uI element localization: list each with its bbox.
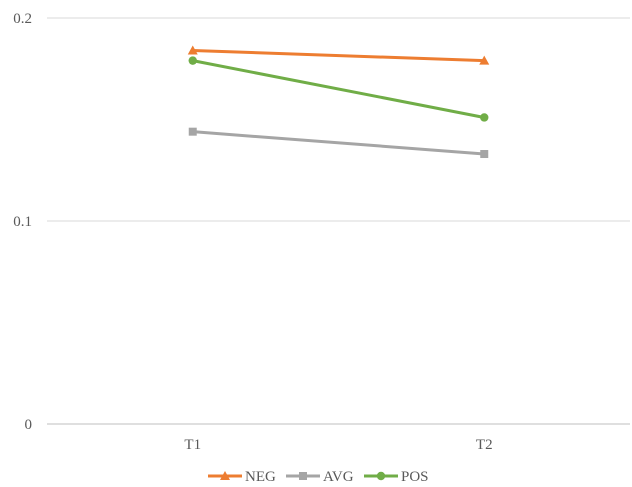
y-axis-ticks: 0 0.1 0.2 bbox=[13, 11, 32, 433]
series-line-pos bbox=[191, 59, 486, 119]
legend-marker bbox=[376, 471, 386, 481]
x-tick-label: T2 bbox=[476, 437, 493, 453]
data-point-pos bbox=[188, 56, 197, 65]
data-point-neg bbox=[187, 45, 198, 55]
legend-label: NEG bbox=[245, 469, 276, 485]
series-lines bbox=[187, 45, 490, 159]
y-tick-label: 0 bbox=[25, 417, 33, 433]
gridlines bbox=[47, 17, 630, 425]
series-line-neg bbox=[191, 48, 486, 63]
data-point-avg bbox=[480, 150, 489, 159]
series-line-avg bbox=[191, 130, 486, 156]
x-axis-ticks: T1 T2 bbox=[184, 437, 492, 453]
legend-item-pos: POS bbox=[364, 469, 429, 485]
legend-item-avg: AVG bbox=[286, 469, 354, 485]
series-avg bbox=[188, 127, 489, 159]
data-point-neg bbox=[479, 55, 490, 65]
legend: NEG AVG POS bbox=[208, 469, 429, 485]
legend-item-neg: NEG bbox=[208, 469, 276, 485]
legend-marker bbox=[299, 472, 307, 480]
y-tick-label: 0.2 bbox=[13, 11, 32, 27]
y-tick-label: 0.1 bbox=[13, 214, 32, 230]
legend-label: AVG bbox=[323, 469, 354, 485]
legend-label: POS bbox=[401, 469, 429, 485]
series-neg bbox=[187, 45, 490, 65]
legend-marker bbox=[220, 471, 230, 480]
data-point-pos bbox=[480, 113, 489, 122]
series-pos bbox=[188, 56, 489, 122]
data-point-avg bbox=[188, 127, 197, 136]
x-tick-label: T1 bbox=[184, 437, 201, 453]
